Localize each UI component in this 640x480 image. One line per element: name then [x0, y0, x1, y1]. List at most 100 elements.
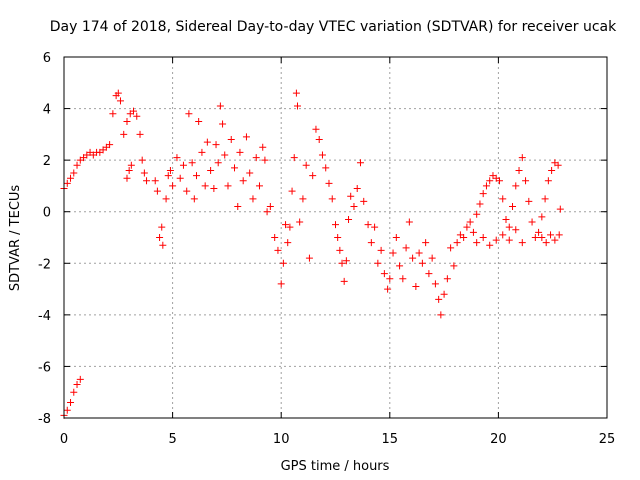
x-tick-label: 15 [382, 432, 399, 447]
data-point [227, 136, 235, 144]
data-point [450, 262, 458, 270]
data-point [162, 195, 170, 203]
data-point [252, 154, 260, 162]
y-tick-label: -6 [38, 360, 51, 375]
data-point [109, 110, 117, 118]
data-point [463, 223, 471, 231]
data-point [136, 130, 144, 138]
data-point [547, 231, 555, 239]
data-point [282, 221, 290, 229]
data-point [216, 102, 224, 110]
data-point [123, 117, 131, 125]
x-tick-label: 25 [599, 432, 616, 447]
data-point [125, 166, 133, 174]
data-point [266, 203, 274, 211]
data-point [425, 270, 433, 278]
data-point [350, 203, 358, 211]
axis-ticks: 0 5 10 15 20 25 -8 -6 -4 -2 0 2 4 6 [38, 51, 615, 447]
data-point [133, 112, 141, 120]
data-point [164, 172, 172, 180]
data-point [156, 234, 164, 241]
data-point [279, 259, 287, 267]
data-point [428, 254, 436, 262]
data-point [261, 156, 269, 164]
data-point [334, 234, 342, 241]
data-point [153, 187, 161, 195]
data-point [322, 164, 330, 172]
y-tick-label: 6 [43, 51, 51, 66]
data-point [399, 275, 407, 283]
data-point [422, 239, 430, 247]
data-point [116, 97, 124, 105]
data-point [190, 195, 198, 203]
data-point [486, 177, 494, 185]
data-point [353, 185, 361, 193]
data-point [544, 177, 552, 185]
data-point [236, 148, 244, 156]
data-point [509, 203, 517, 211]
data-point [277, 280, 285, 288]
data-point [505, 223, 513, 231]
data-point [371, 223, 379, 231]
data-point [431, 280, 439, 288]
data-point [188, 159, 196, 167]
data-point [123, 174, 131, 182]
data-point [120, 130, 128, 138]
data-point [234, 203, 242, 211]
data-point [271, 234, 279, 241]
data-point [73, 161, 81, 169]
data-point [345, 215, 353, 223]
data-point [332, 221, 339, 229]
grid-lines [64, 57, 607, 418]
data-point [435, 295, 443, 303]
data-point [183, 187, 191, 195]
data-point [518, 154, 526, 162]
data-point [367, 239, 375, 247]
data-point [192, 172, 200, 180]
data-point [212, 141, 220, 149]
data-point [528, 218, 536, 226]
data-point [239, 177, 247, 185]
data-point [479, 234, 487, 241]
data-point [486, 241, 494, 249]
data-point [130, 107, 138, 115]
data-point [305, 254, 313, 262]
data-point [198, 148, 206, 156]
data-point [437, 311, 445, 319]
data-point [219, 120, 227, 128]
data-point [166, 166, 174, 174]
data-point [495, 177, 503, 185]
data-point [538, 234, 546, 241]
data-point [556, 205, 564, 213]
data-point [502, 215, 510, 223]
data-point [374, 259, 382, 267]
data-point [412, 282, 420, 290]
data-point [290, 154, 298, 162]
data-point [551, 236, 559, 244]
data-point [402, 244, 410, 252]
y-tick-label: -8 [38, 412, 51, 427]
data-point [296, 218, 304, 226]
data-point [518, 239, 526, 247]
x-axis-label: GPS time / hours [281, 459, 390, 474]
data-point [505, 236, 513, 244]
y-axis-label: SDTVAR / TECUs [8, 185, 23, 292]
data-point [63, 179, 71, 187]
data-point [255, 182, 263, 190]
data-point [386, 275, 394, 283]
y-tick-label: 2 [43, 154, 51, 169]
chart-title: Day 174 of 2018, Sidereal Day-to-day VTE… [50, 19, 617, 35]
data-point [405, 218, 413, 226]
data-point [492, 236, 500, 244]
data-point [259, 143, 267, 151]
data-point [158, 223, 166, 231]
data-point [538, 213, 546, 221]
data-points [60, 89, 564, 419]
data-point [106, 141, 114, 149]
data-point [114, 89, 122, 97]
data-point [309, 172, 317, 180]
data-point [531, 234, 539, 241]
data-point [159, 241, 167, 249]
data-point [443, 275, 451, 283]
data-point [522, 177, 530, 185]
